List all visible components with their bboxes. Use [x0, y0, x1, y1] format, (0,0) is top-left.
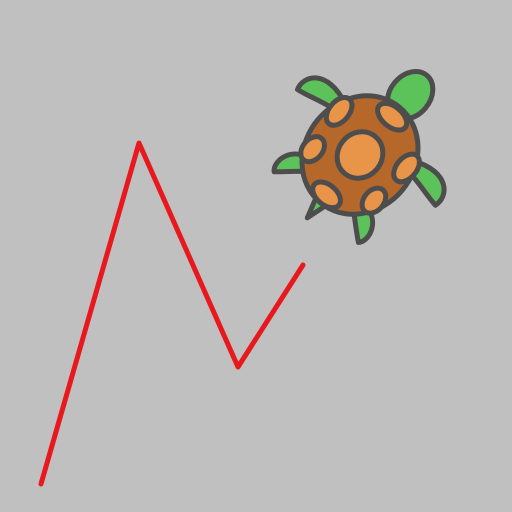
turtle-shell-spot-center — [334, 129, 386, 181]
turtle-trail-path — [38, 140, 306, 487]
turtle-shell-spot-bottom — [310, 179, 343, 211]
turtle-shell-spot-left-bottom — [298, 134, 327, 165]
turtle-shell-spot-left-top — [323, 95, 355, 128]
turtle-shell-spot-right-top — [391, 151, 422, 185]
turtle-shell-spot-right-bottom — [359, 185, 389, 216]
turtle-shell-spot-top — [375, 100, 410, 133]
turtle-icon — [271, 69, 447, 245]
